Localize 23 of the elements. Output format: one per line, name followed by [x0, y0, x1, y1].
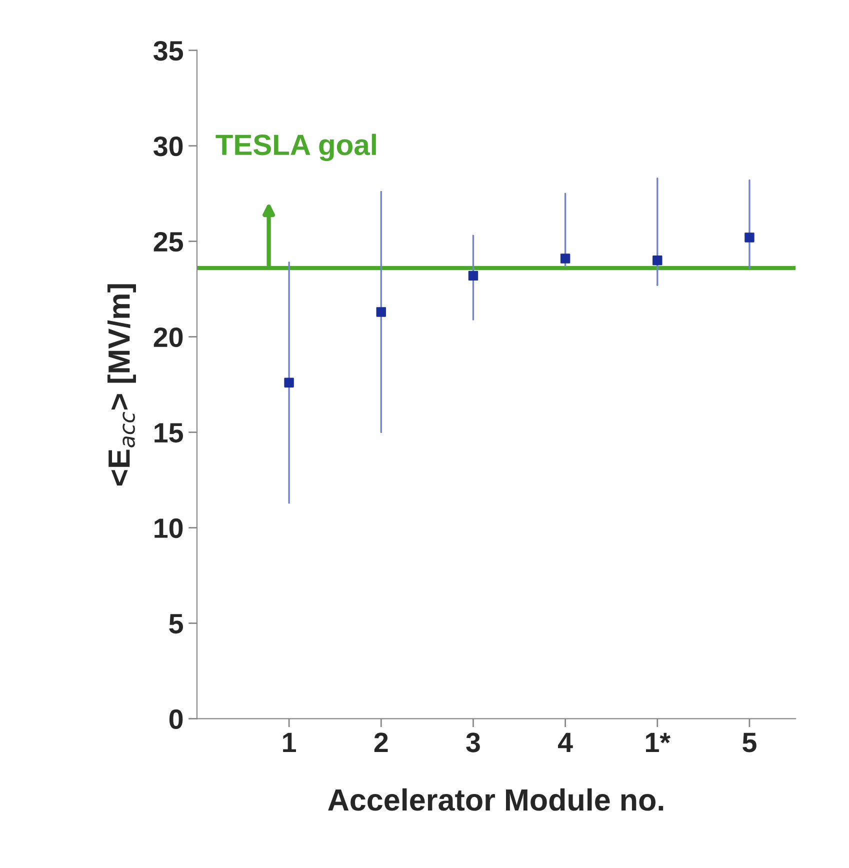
- y-tick-label: 0: [169, 709, 183, 730]
- x-tick-label: 5: [742, 732, 756, 752]
- x-tick-label: 2: [374, 732, 388, 752]
- x-tick-label: 1: [283, 732, 296, 752]
- y-tick-label: 25: [154, 232, 184, 252]
- ref-line-label: TESLA goal: [216, 134, 376, 162]
- y-tick-label: 30: [154, 136, 183, 156]
- y-tick-label: 35: [154, 41, 184, 61]
- point: [560, 254, 570, 264]
- y-tick-label: 20: [154, 327, 183, 348]
- y-tick-label: 10: [154, 518, 183, 538]
- point: [744, 232, 754, 242]
- x-axis-title: Accelerator Module no.: [328, 788, 664, 811]
- x-tick-label: 4: [558, 732, 573, 752]
- point: [284, 378, 294, 388]
- x-tick-label: 3: [466, 732, 480, 752]
- y-axis-title: <E$_{acc}$> [MV/m]: [107, 284, 136, 486]
- point: [652, 256, 662, 266]
- y-tick-label: 15: [154, 423, 184, 443]
- y-tick-label: 5: [169, 614, 183, 634]
- x-tick-label: 1*: [646, 732, 670, 752]
- point: [376, 307, 386, 317]
- point: [468, 270, 478, 281]
